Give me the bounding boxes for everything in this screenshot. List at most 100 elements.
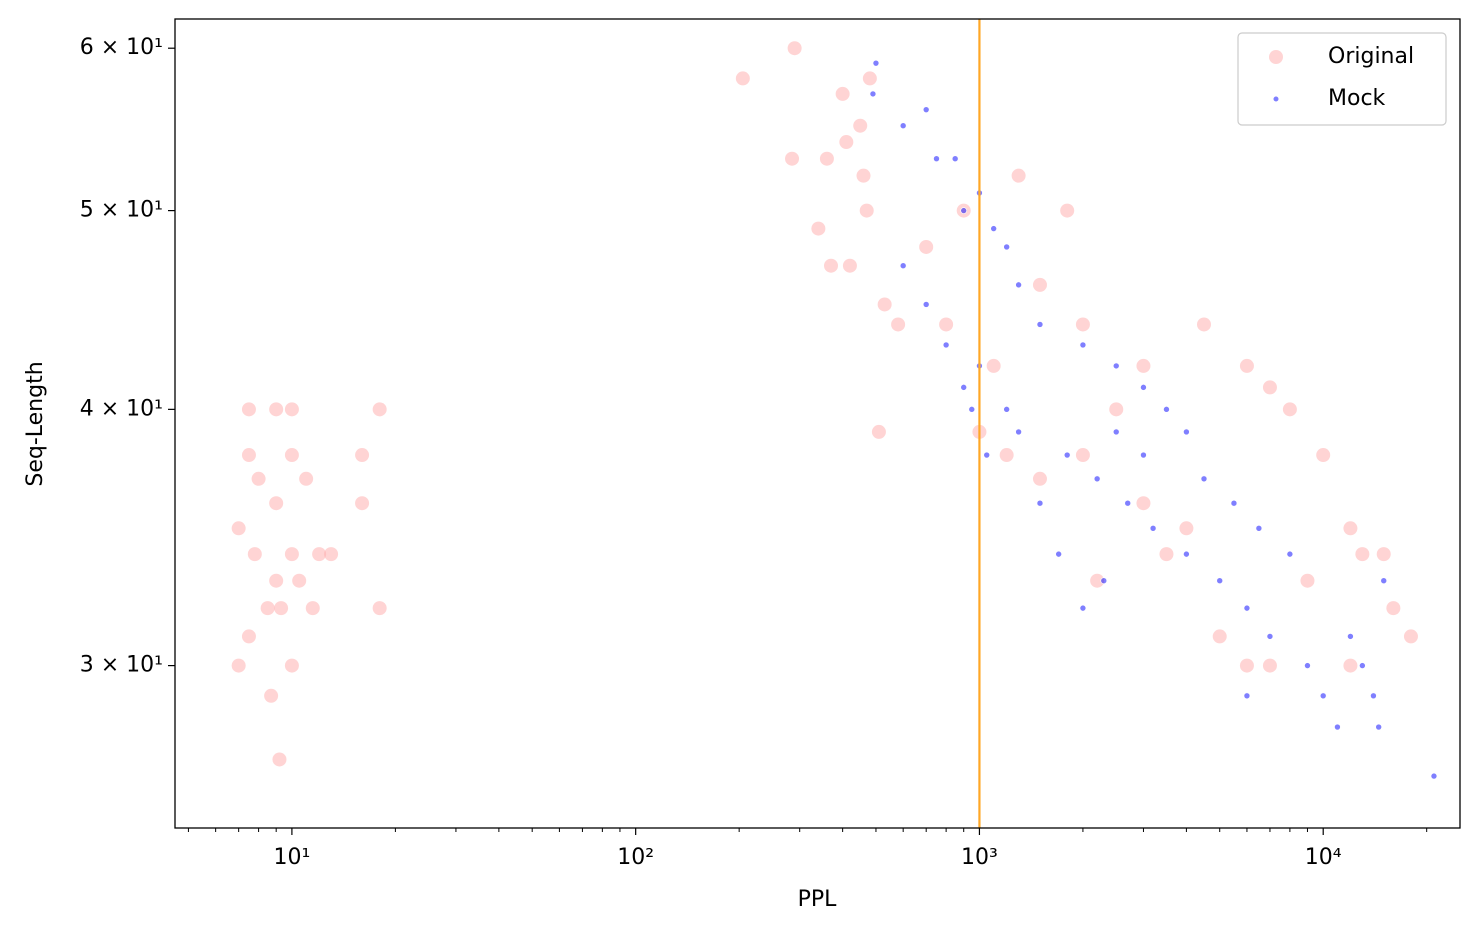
point [1183,428,1190,436]
point [1011,168,1026,183]
point [990,225,997,232]
point [877,297,892,312]
point [1343,521,1358,536]
point [1060,203,1075,218]
point [260,601,275,616]
x-tick-label: 10² [617,845,654,870]
point [811,221,826,236]
point [842,258,857,273]
point [1266,633,1274,640]
point [1243,604,1251,612]
point [942,341,950,349]
point [899,262,907,270]
point [960,207,968,214]
point [939,317,954,332]
point [1112,362,1120,370]
legend-marker [1272,95,1280,103]
point [1032,471,1047,486]
point [1140,451,1147,459]
point [1239,358,1254,373]
legend-label: Mock [1328,86,1386,111]
point [1124,499,1132,507]
point [891,317,906,332]
point [1380,577,1388,585]
point [1334,723,1341,731]
point [1179,521,1194,536]
point [869,90,877,98]
point [1255,524,1263,532]
point [1359,662,1366,669]
y-tick-label: 4 × 10¹ [80,396,163,421]
point [231,658,246,673]
point [1316,448,1331,463]
point [355,496,370,511]
point [1282,402,1297,417]
point [1136,496,1151,511]
point [856,168,871,183]
point [312,547,327,562]
point [355,448,370,463]
point [324,547,339,562]
point [919,239,934,254]
plot-frame [174,18,1461,829]
point [1003,243,1010,251]
point [735,71,750,86]
point [284,402,299,417]
point [933,155,940,163]
point [274,601,289,616]
point [1376,547,1391,562]
point [284,658,299,673]
point [986,358,1001,373]
point [251,471,266,486]
point [284,547,299,562]
y-axis-label: Seq-Length [23,361,48,486]
point [899,122,907,130]
point [922,106,930,113]
point [1386,601,1401,616]
point [299,471,314,486]
point [819,151,834,166]
point [1109,402,1124,417]
point [871,424,886,439]
point [853,118,868,133]
point [269,402,284,417]
legend-label: Original [1328,44,1414,69]
point [787,41,802,56]
point [292,573,307,588]
point [305,601,320,616]
point [1200,475,1208,483]
point [372,402,387,417]
point [1370,692,1377,700]
point [1430,772,1438,780]
point [1140,384,1147,391]
point [951,155,959,163]
point [983,451,991,459]
point [1159,547,1174,562]
point [241,402,256,417]
point [1055,550,1062,558]
point [1319,692,1327,700]
point [1163,406,1170,413]
point [1015,428,1022,436]
point [1036,499,1044,507]
point [1230,499,1238,507]
legend-box [1237,32,1447,126]
x-axis-label: PPL [798,887,838,912]
point [1075,448,1090,463]
point [284,448,299,463]
point [269,496,284,511]
point [1403,629,1418,644]
point [1347,633,1354,640]
x-tick-label: 10³ [961,845,998,870]
point [1090,573,1105,588]
point [872,59,880,67]
point [1300,573,1315,588]
point [1375,723,1382,731]
point [241,448,256,463]
point [839,135,854,150]
point [1355,547,1370,562]
point [1183,550,1190,558]
point [1079,604,1087,612]
legend-marker [1269,50,1283,64]
